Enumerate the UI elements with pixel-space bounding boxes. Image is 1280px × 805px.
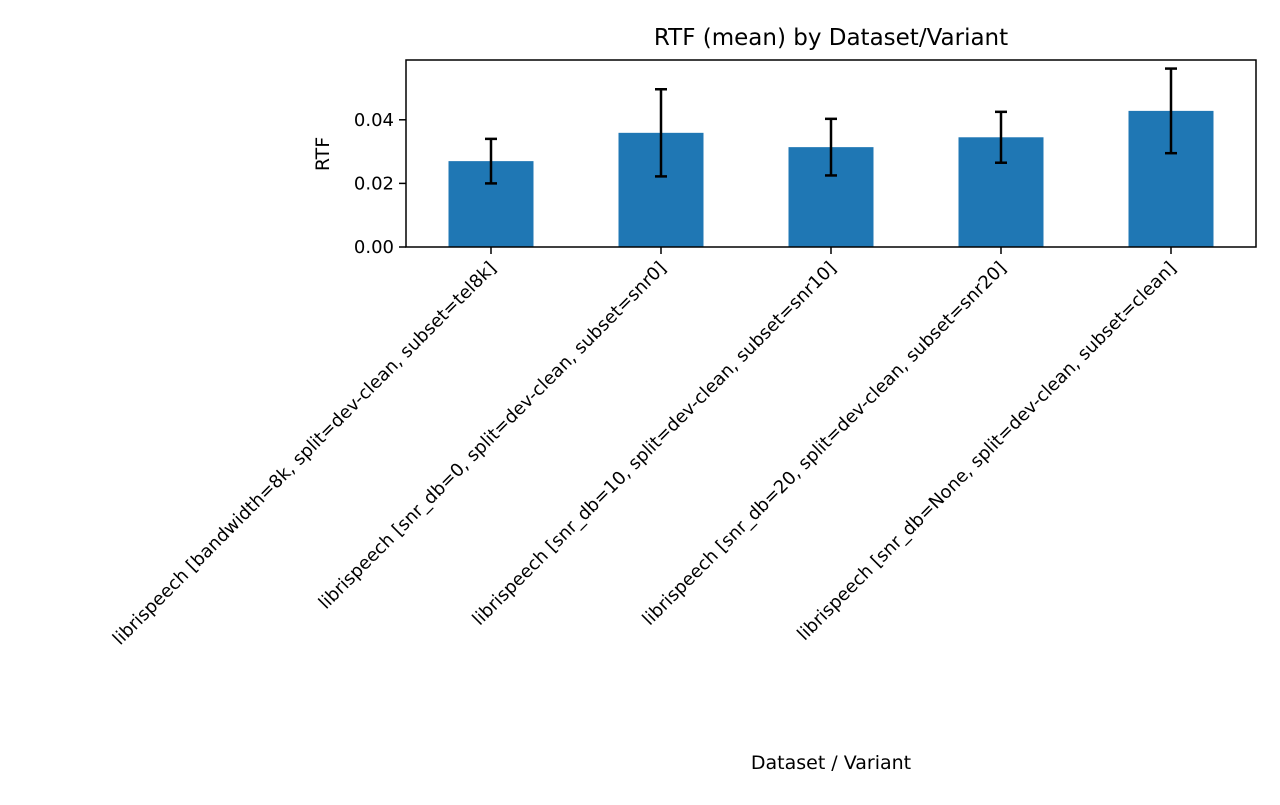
- x-tick-label: librispeech [snr_db=10, split=dev-clean,…: [468, 258, 840, 630]
- y-tick-label: 0.00: [354, 237, 394, 258]
- plot-area: librispeech [bandwidth=8k, split=dev-cle…: [109, 59, 1257, 650]
- y-tick-label: 0.02: [354, 173, 394, 194]
- y-tick-label: 0.04: [354, 110, 394, 131]
- plot-frame: [405, 59, 1257, 248]
- x-tick-label: librispeech [bandwidth=8k, split=dev-cle…: [109, 258, 501, 650]
- x-tick-label: librispeech [snr_db=0, split=dev-clean, …: [315, 258, 671, 614]
- chart-title: RTF (mean) by Dataset/Variant: [654, 25, 1008, 51]
- x-axis-label: Dataset / Variant: [751, 752, 911, 774]
- y-axis-label: RTF: [312, 137, 334, 171]
- x-tick-label: librispeech [snr_db=20, split=dev-clean,…: [638, 258, 1010, 630]
- x-tick-label: librispeech [snr_db=None, split=dev-clea…: [793, 258, 1180, 645]
